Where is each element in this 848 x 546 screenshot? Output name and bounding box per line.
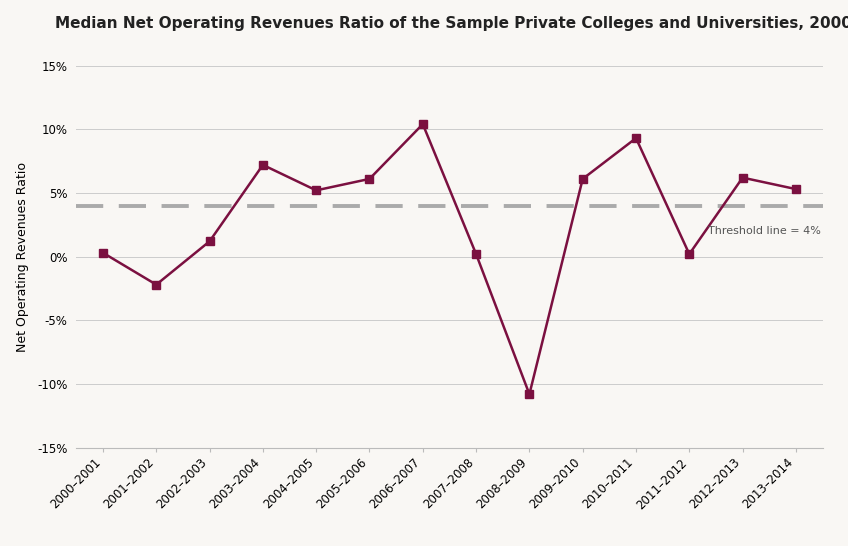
Text: Median Net Operating Revenues Ratio of the Sample Private Colleges and Universit: Median Net Operating Revenues Ratio of t…	[55, 16, 848, 31]
Text: Threshold line = 4%: Threshold line = 4%	[708, 226, 821, 236]
Y-axis label: Net Operating Revenues Ratio: Net Operating Revenues Ratio	[15, 162, 29, 352]
